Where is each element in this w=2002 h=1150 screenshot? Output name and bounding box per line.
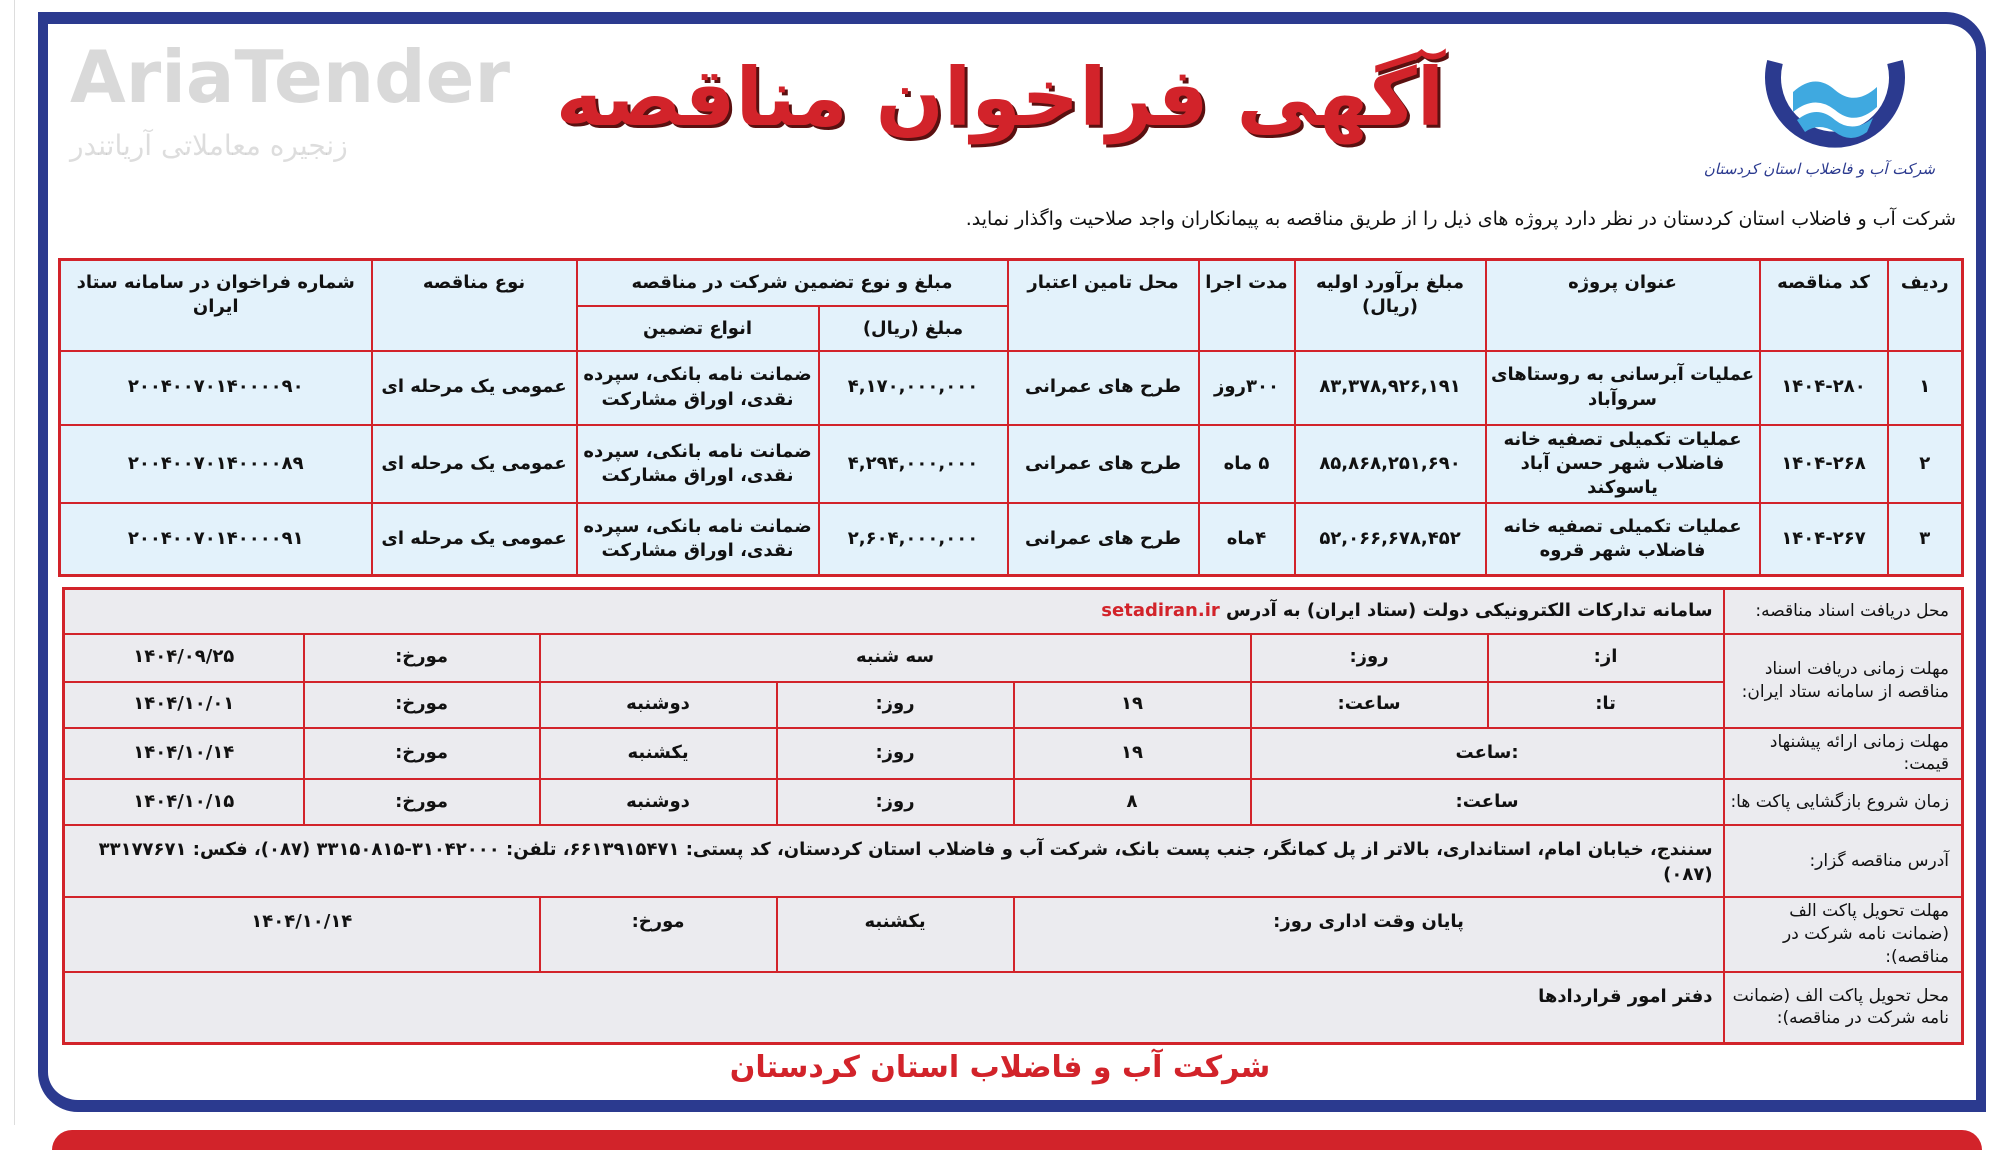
header-row-number: ردیف [1886,258,1964,352]
opening-hour: ۸ [1012,778,1252,827]
docs-location-label: محل دریافت اسناد مناقصه: [1722,587,1964,635]
guarantee-types: ضمانت نامه بانکی، سپرده نقدی، اوراق مشار… [575,349,820,426]
guarantee-types: ضمانت نامه بانکی، سپرده نقدی، اوراق مشار… [575,502,820,577]
tender-type: عمومی یک مرحله ای [370,502,578,577]
from-label: از: [1486,632,1725,683]
company-logo: شرکت آب و فاضلاب استان کردستان [1703,32,1935,192]
to-day: دوشنبه [538,680,778,729]
envelope-day: یکشنبه [775,896,1015,974]
bid-day: یکشنبه [538,726,778,781]
page-title: آگهی فراخوان مناقصه [555,51,1445,144]
envelope-location-label: محل تحویل پاکت الف (ضمانت نامه شرکت در م… [1722,971,1964,1045]
date-label: مورخ: [538,896,778,974]
header-code: کد مناقصه [1758,258,1889,352]
docs-location-text: سامانه تدارکات الکترونیکی دولت (ستاد ایر… [1226,600,1713,622]
intro-text: شرکت آب و فاضلاب استان کردستان در نظر دا… [965,208,1956,230]
day-label: روز: [775,726,1015,781]
date-label: مورخ: [302,632,541,683]
header-setad-number: شماره فراخوان در سامانه ستاد ایران [58,258,373,352]
water-wave-logo-icon [1765,59,1905,148]
projects-table: ردیف کد مناقصه عنوان پروژه مبلغ برآورد ا… [58,258,1964,577]
duration: ۳۰۰روز [1197,349,1296,426]
opening-day: دوشنبه [538,778,778,827]
opening-date: ۱۴۰۴/۱۰/۱۵ [62,778,305,827]
header-title: عنوان پروژه [1484,258,1761,352]
bid-hour: ۱۹ [1012,726,1252,781]
guarantee-types: ضمانت نامه بانکی، سپرده نقدی، اوراق مشار… [575,423,820,505]
row-number: ۳ [1886,502,1964,577]
details-table: محل دریافت اسناد مناقصه: سامانه تدارکات … [62,587,1965,1045]
docs-deadline-label: مهلت زمانی دریافت اسناد مناقصه از سامانه… [1722,632,1964,729]
funding: طرح های عمرانی [1006,349,1200,426]
guarantee-amount: ۴,۲۹۴,۰۰۰,۰۰۰ [817,423,1009,505]
table-row: ۱ ۱۴۰۴-۲۸۰ عملیات آبرسانی به روستاهای سر… [58,349,1964,426]
tender-code: ۱۴۰۴-۲۶۷ [1758,502,1889,577]
date-label: مورخ: [302,778,541,827]
header-estimate: مبلغ برآورد اولیه (ریال) [1293,258,1487,352]
row-number: ۱ [1886,349,1964,426]
project-title: عملیات تکمیلی تصفیه خانه فاضلاب شهر قروه [1484,502,1761,577]
envelope-date: ۱۴۰۴/۱۰/۱۴ [62,896,541,974]
from-date: ۱۴۰۴/۰۹/۲۵ [62,632,305,683]
project-title: عملیات تکمیلی تصفیه خانه فاضلاب شهر حسن … [1484,423,1761,505]
header-guarantee-types: انواع تضمین [575,304,820,352]
bid-deadline-label: مهلت زمانی ارائه پیشنهاد قیمت: [1722,726,1964,781]
setad-number: ۲۰۰۴۰۰۷۰۱۴۰۰۰۰۹۱ [58,502,373,577]
estimate: ۸۳,۳۷۸,۹۲۶,۱۹۱ [1293,349,1487,426]
guarantee-amount: ۲,۶۰۴,۰۰۰,۰۰۰ [817,502,1009,577]
funding: طرح های عمرانی [1006,502,1200,577]
envelope-location-value: دفتر امور قراردادها [62,971,1725,1045]
estimate: ۸۵,۸۶۸,۲۵۱,۶۹۰ [1293,423,1487,505]
bid-date: ۱۴۰۴/۱۰/۱۴ [62,726,305,781]
date-label: مورخ: [302,726,541,781]
header-duration: مدت اجرا [1197,258,1296,352]
hour-label: ساعت: [1249,680,1489,729]
setad-number: ۲۰۰۴۰۰۷۰۱۴۰۰۰۰۹۰ [58,349,373,426]
setadiran-link[interactable]: setadiran.ir [1101,600,1220,622]
table-row: ۳ ۱۴۰۴-۲۶۷ عملیات تکمیلی تصفیه خانه فاضل… [58,502,1964,577]
day-label: روز: [775,680,1015,729]
tender-code: ۱۴۰۴-۲۶۸ [1758,423,1889,505]
header-guarantee-amount: مبلغ (ریال) [817,304,1009,352]
estimate: ۵۲,۰۶۶,۶۷۸,۴۵۲ [1293,502,1487,577]
day-label: روز: [775,778,1015,827]
day-label: روز: [1249,632,1489,683]
duration: ۵ ماه [1197,423,1296,505]
guarantee-amount: ۴,۱۷۰,۰۰۰,۰۰۰ [817,349,1009,426]
opening-label: زمان شروع بازگشایی پاکت ها: [1722,778,1964,827]
duration: ۴ماه [1197,502,1296,577]
table-row: ۲ ۱۴۰۴-۲۶۸ عملیات تکمیلی تصفیه خانه فاضل… [58,423,1964,505]
tender-type: عمومی یک مرحله ای [370,423,578,505]
footer-company: شرکت آب و فاضلاب استان کردستان [729,1050,1271,1085]
address-value: سنندج، خیابان امام، استانداری، بالاتر از… [62,824,1725,899]
tender-type: عمومی یک مرحله ای [370,349,578,426]
to-label: تا: [1486,680,1725,729]
header-tender-type: نوع مناقصه [370,258,578,352]
hour-label: ساعت: [1249,778,1725,827]
header-guarantee-group: مبلغ و نوع تضمین شرکت در مناقصه [575,258,1009,307]
docs-location-value: سامانه تدارکات الکترونیکی دولت (ستاد ایر… [62,587,1725,635]
header-funding: محل تامین اعتبار [1006,258,1200,352]
to-hour: ۱۹ [1012,680,1252,729]
hour-label: :ساعت [1249,726,1725,781]
row-number: ۲ [1886,423,1964,505]
envelope-deadline-label: مهلت تحویل پاکت الف (ضمانت نامه شرکت در … [1722,896,1964,974]
adjacent-page-strip [0,0,15,1125]
from-day: سه شنبه [538,632,1252,683]
funding: طرح های عمرانی [1006,423,1200,505]
project-title: عملیات آبرسانی به روستاهای سروآباد [1484,349,1761,426]
setad-number: ۲۰۰۴۰۰۷۰۱۴۰۰۰۰۸۹ [58,423,373,505]
logo-caption: شرکت آب و فاضلاب استان کردستان [1703,160,1935,178]
envelope-time-label: پایان وقت اداری روز: [1012,896,1725,974]
to-date: ۱۴۰۴/۱۰/۰۱ [62,680,305,729]
tender-code: ۱۴۰۴-۲۸۰ [1758,349,1889,426]
address-label: آدرس مناقصه گزار: [1722,824,1964,899]
date-label: مورخ: [302,680,541,729]
next-notice-bar [52,1130,1982,1150]
